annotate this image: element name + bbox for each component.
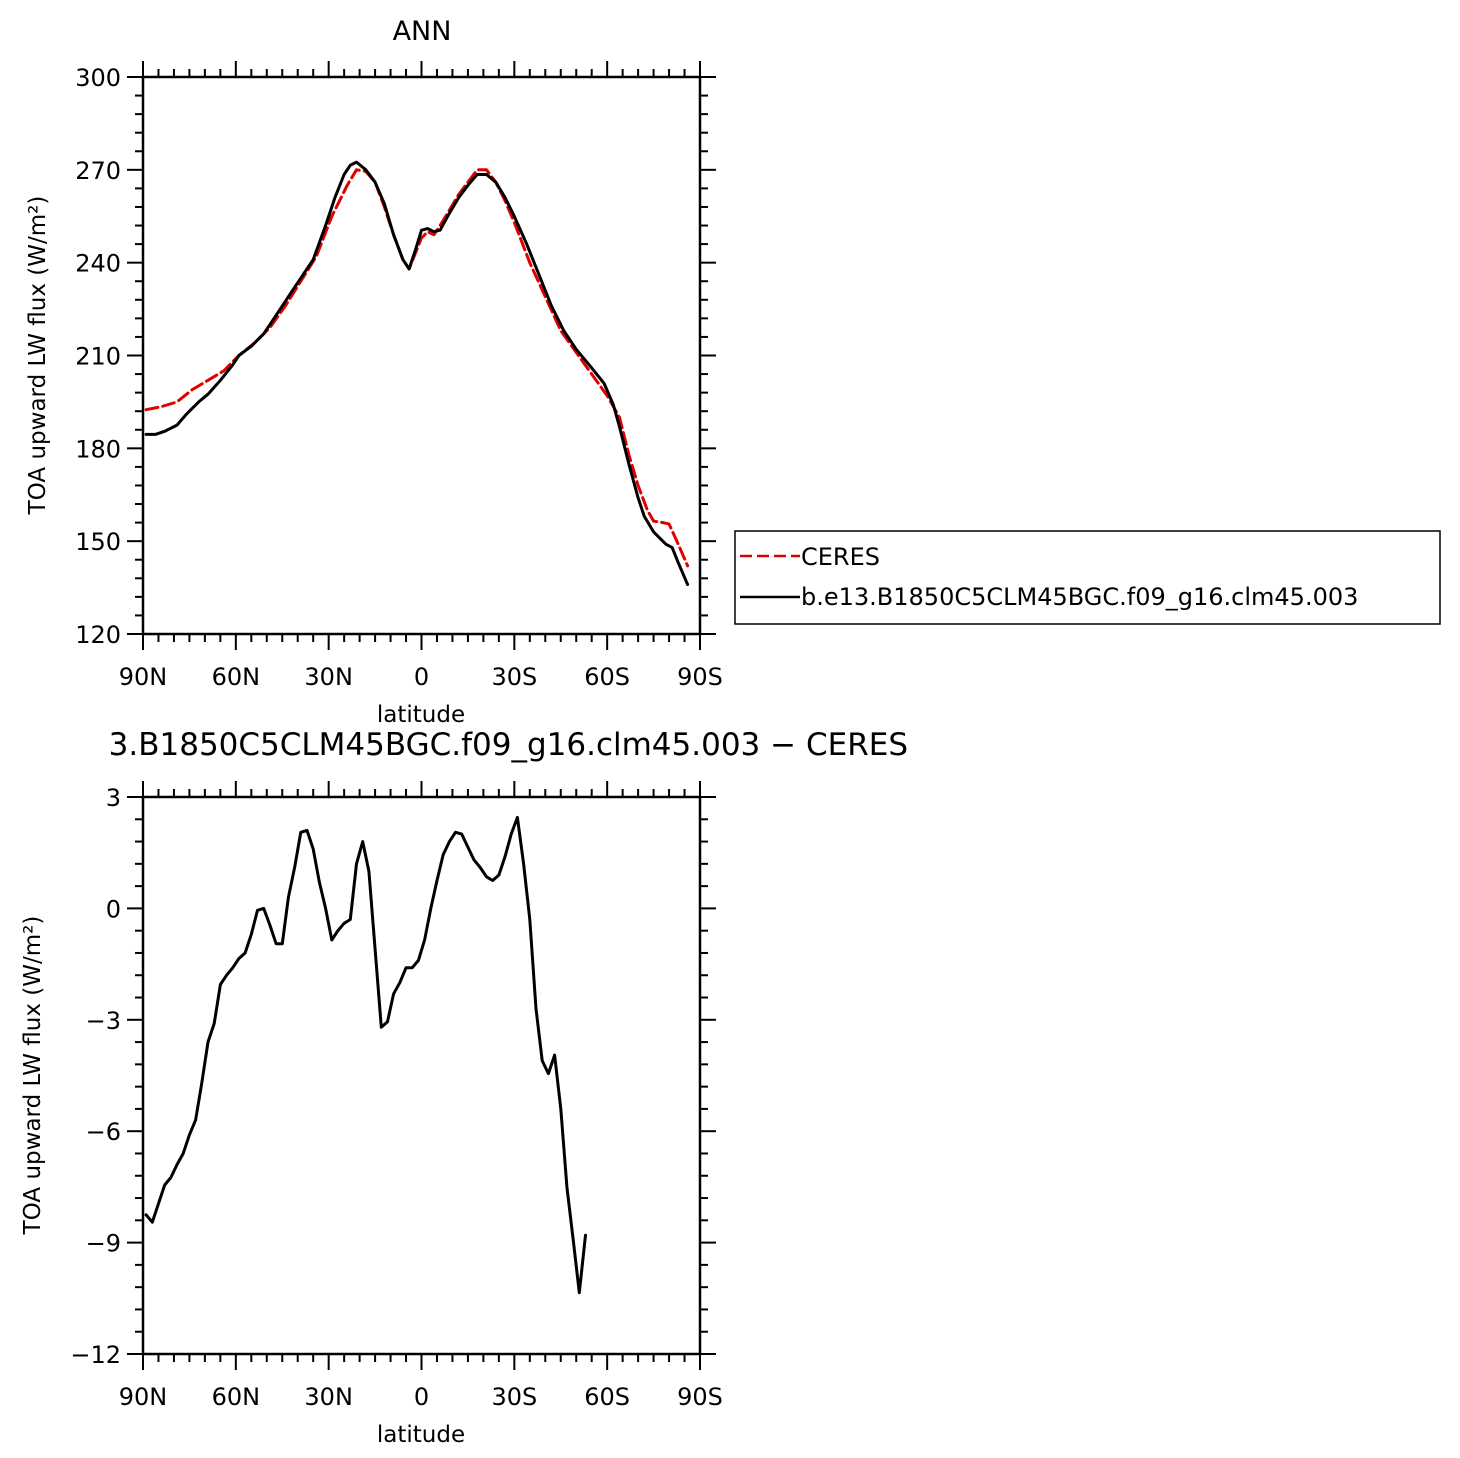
top-plot-frame <box>141 75 702 636</box>
top-x-axis-label: latitude <box>377 702 465 728</box>
bottom-x-tick-label: 90S <box>677 1383 723 1411</box>
bottom-x-tick-label: 0 <box>414 1383 429 1411</box>
top-x-tick-label: 30S <box>491 663 537 691</box>
bottom-chart-title: 3.B1850C5CLM45BGC.f09_g16.clm45.003 − CE… <box>109 727 908 763</box>
bottom-tick-labels: −12 −9 −6 −3 0 3 90N 60N 30N 0 30S 60S 90S <box>70 784 723 1411</box>
top-x-tick-label: 30N <box>304 663 353 691</box>
bottom-series-line-0 <box>144 815 587 1295</box>
top-y-tick-label: 150 <box>75 528 121 556</box>
bottom-x-tick-label: 60N <box>212 1383 261 1411</box>
legend-label-ceres: CERES <box>801 543 880 571</box>
legend-box <box>734 530 1441 625</box>
legend-label-model: b.e13.B1850C5CLM45BGC.f09_g16.clm45.003 <box>801 583 1358 611</box>
top-x-tick-label: 60N <box>212 663 261 691</box>
top-y-tick-label: 270 <box>75 157 121 185</box>
bottom-series-lines <box>144 815 587 1295</box>
top-axis-ticks <box>127 61 716 650</box>
bottom-y-tick-label: −12 <box>70 1341 121 1369</box>
bottom-x-tick-label: 30N <box>304 1383 353 1411</box>
top-y-axis-label: TOA upward LW flux (W/m²) <box>25 196 51 516</box>
bottom-x-tick-label: 30S <box>491 1383 537 1411</box>
top-x-tick-label: 90N <box>119 663 168 691</box>
bottom-panel: 3.B1850C5CLM45BGC.f09_g16.clm45.003 − CE… <box>20 727 908 1448</box>
bottom-y-tick-label: −6 <box>86 1118 121 1146</box>
top-series-line-0 <box>144 168 690 568</box>
top-x-tick-label: 0 <box>414 663 429 691</box>
bottom-y-axis-label: TOA upward LW flux (W/m²) <box>20 916 46 1236</box>
top-panel: ANN 120 150 180 210 240 270 300 90N 60N 30N 0 30S 60… <box>25 16 723 728</box>
top-y-tick-label: 120 <box>75 621 121 649</box>
top-y-tick-label: 300 <box>75 64 121 92</box>
top-y-tick-label: 240 <box>75 250 121 278</box>
top-y-tick-label: 210 <box>75 343 121 371</box>
top-series-lines <box>144 160 690 586</box>
bottom-y-tick-label: −9 <box>86 1230 121 1258</box>
bottom-x-tick-label: 90N <box>119 1383 168 1411</box>
bottom-y-tick-label: 0 <box>106 895 121 923</box>
top-series-line-1 <box>144 160 690 586</box>
bottom-y-tick-label: −3 <box>86 1007 121 1035</box>
top-x-tick-label: 60S <box>584 663 630 691</box>
bottom-x-axis-label: latitude <box>377 1422 465 1448</box>
bottom-plot-frame <box>141 795 702 1356</box>
bottom-y-tick-label: 3 <box>106 784 121 812</box>
top-y-tick-label: 180 <box>75 435 121 463</box>
bottom-axis-ticks <box>127 781 716 1370</box>
top-tick-labels: 120 150 180 210 240 270 300 90N 60N 30N 0 30S 60S 90S <box>75 64 723 691</box>
bottom-x-tick-label: 60S <box>584 1383 630 1411</box>
top-x-tick-label: 90S <box>677 663 723 691</box>
legend: CERES b.e13.B1850C5CLM45BGC.f09_g16.clm4… <box>734 530 1441 625</box>
top-chart-title: ANN <box>393 16 452 47</box>
